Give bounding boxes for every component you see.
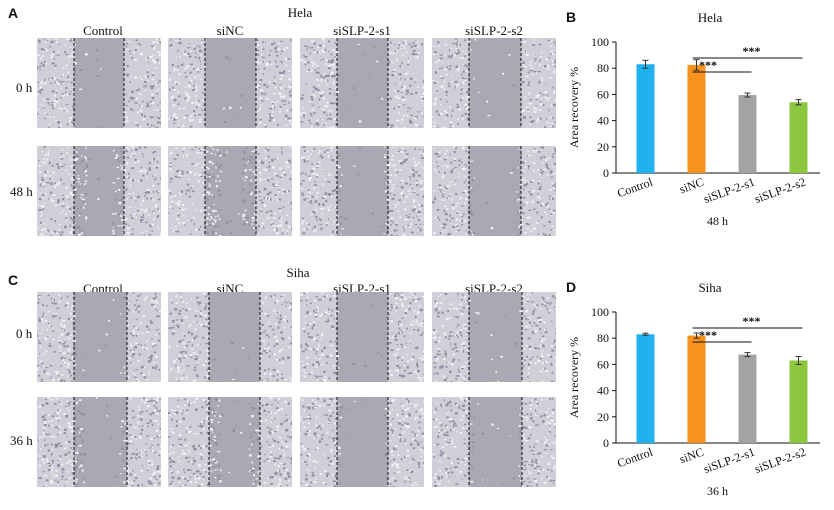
bar-chart-siha: Siha 0 20 40 60 80 100 Area recovery % Control si…	[560, 280, 834, 510]
x-tick-label: siSLP-2-s2	[753, 445, 808, 476]
panel-a-row-label: 0 h	[16, 80, 32, 96]
y-tick-label: 60	[597, 357, 609, 371]
panel-c-row-label: 0 h	[16, 326, 32, 342]
micrograph-image	[168, 38, 292, 128]
micrograph-image	[37, 292, 161, 382]
micrograph-image	[300, 146, 424, 236]
micrograph-image	[168, 397, 292, 487]
micrograph-image	[168, 146, 292, 236]
panel-letter-a: A	[8, 5, 18, 21]
y-axis-label: Area recovery %	[567, 67, 581, 148]
x-tick-label: siSLP-2-s1	[702, 445, 757, 476]
significance-label: ***	[743, 314, 761, 328]
panel-a-col-label: siSLP-2-s1	[300, 23, 424, 39]
bar	[688, 336, 706, 443]
bar	[688, 65, 706, 173]
micrograph-image	[300, 292, 424, 382]
micrograph-image	[300, 38, 424, 128]
x-axis-label: 48 h	[707, 214, 728, 228]
panel-a-col-label: siSLP-2-s2	[432, 23, 556, 39]
x-tick-label: Control	[615, 444, 655, 470]
bar	[790, 360, 808, 443]
micrograph-image	[432, 292, 556, 382]
panel-letter-c: C	[8, 272, 18, 288]
panel-a-row-label: 48 h	[10, 184, 33, 200]
significance-label: ***	[743, 44, 761, 58]
micrograph-image	[168, 292, 292, 382]
y-tick-label: 80	[597, 331, 609, 345]
micrograph-image	[432, 146, 556, 236]
y-tick-label: 40	[597, 114, 609, 128]
micrograph-image	[300, 397, 424, 487]
x-tick-label: siSLP-2-s2	[753, 175, 808, 206]
panel-a-col-label: siNC	[168, 23, 292, 39]
panel-c-row-label: 36 h	[10, 433, 33, 449]
y-axis-label: Area recovery %	[567, 337, 581, 418]
x-tick-label: siSLP-2-s1	[702, 175, 757, 206]
micrograph-image	[432, 38, 556, 128]
y-tick-label: 40	[597, 384, 609, 398]
y-tick-label: 100	[591, 35, 609, 49]
y-tick-label: 100	[591, 305, 609, 319]
micrograph-image	[432, 397, 556, 487]
bar	[637, 334, 655, 443]
chart-title: Hela	[698, 10, 723, 25]
y-tick-label: 20	[597, 140, 609, 154]
y-tick-label: 20	[597, 410, 609, 424]
bar	[739, 95, 757, 173]
significance-label: ***	[699, 58, 717, 72]
y-tick-label: 80	[597, 61, 609, 75]
y-tick-label: 60	[597, 87, 609, 101]
panel-c-title: Siha	[258, 265, 338, 281]
x-axis-label: 36 h	[707, 484, 728, 498]
y-tick-label: 0	[603, 166, 609, 180]
y-tick-label: 0	[603, 436, 609, 450]
bar	[739, 355, 757, 443]
bar	[637, 64, 655, 173]
x-tick-label: Control	[615, 174, 655, 200]
bar-chart-hela: Hela 0 20 40 60 80 100 Area recovery % Control si…	[560, 10, 834, 240]
bar	[790, 102, 808, 173]
panel-a-col-label: Control	[41, 23, 165, 39]
micrograph-image	[37, 397, 161, 487]
significance-label: ***	[699, 328, 717, 342]
micrograph-image	[37, 38, 161, 128]
chart-title: Siha	[698, 280, 721, 295]
micrograph-image	[37, 146, 161, 236]
panel-a-title: Hela	[260, 5, 340, 21]
